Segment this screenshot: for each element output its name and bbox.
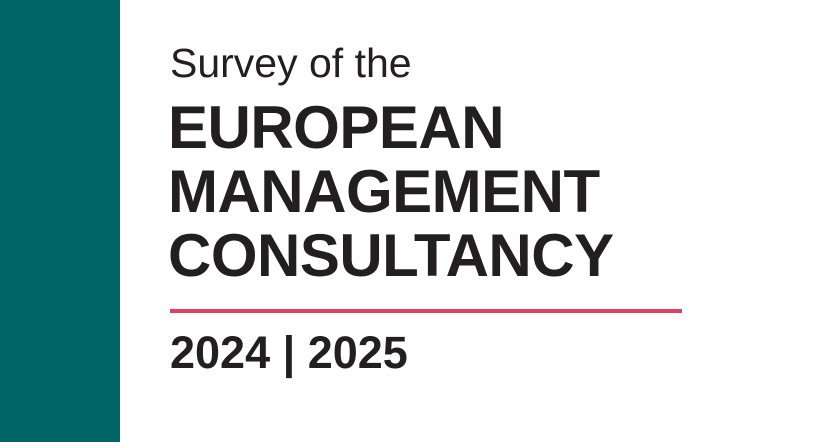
title: EUROPEAN MANAGEMENT CONSULTANCY bbox=[168, 96, 614, 288]
years: 2024 | 2025 bbox=[170, 327, 408, 378]
title-line: EUROPEAN bbox=[168, 94, 505, 161]
title-line: MANAGEMENT bbox=[168, 158, 600, 225]
subtitle: Survey of the bbox=[170, 40, 412, 86]
side-band bbox=[0, 0, 120, 442]
divider bbox=[170, 309, 682, 313]
title-line: CONSULTANCY bbox=[168, 222, 614, 289]
